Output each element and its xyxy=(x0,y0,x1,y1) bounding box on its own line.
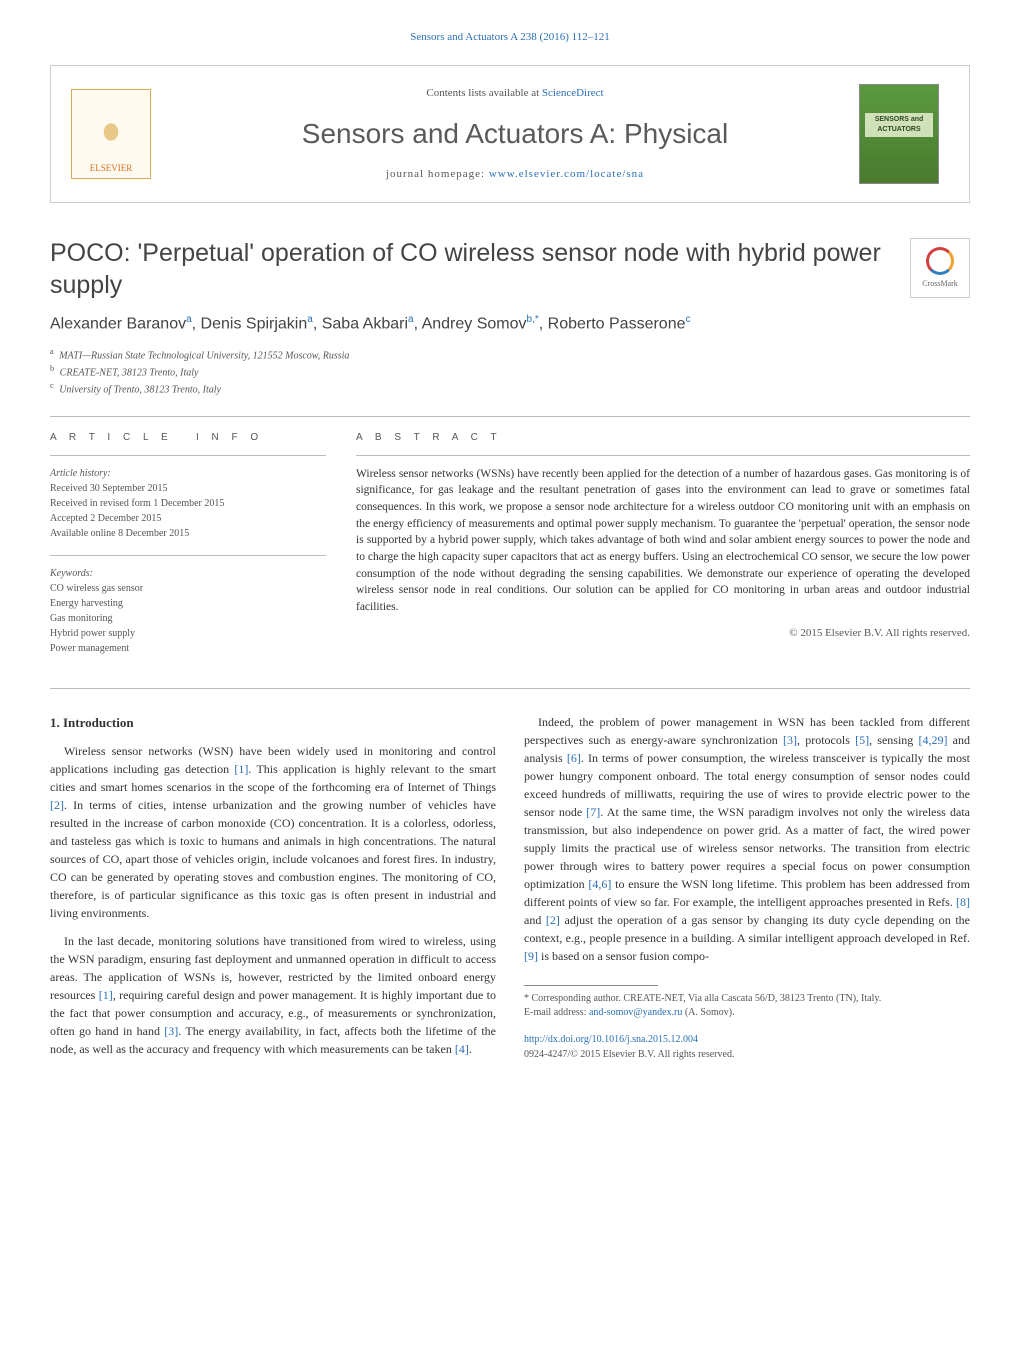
citation-link[interactable]: [4,29] xyxy=(918,733,947,747)
history-revised: Received in revised form 1 December 2015 xyxy=(50,496,326,511)
crossmark-label: CrossMark xyxy=(922,278,958,289)
citation-link[interactable]: [4,6] xyxy=(588,877,611,891)
publisher-logo-wrap: ELSEVIER xyxy=(71,89,171,179)
body-paragraph: In the last decade, monitoring solutions… xyxy=(50,932,496,1058)
keywords-rule xyxy=(50,555,326,556)
abstract-col: A B S T R A C T Wireless sensor networks… xyxy=(356,431,970,670)
article-info-heading: A R T I C L E I N F O xyxy=(50,431,326,445)
footnote-separator xyxy=(524,985,658,986)
author-list: Alexander Baranova, Denis Spirjakina, Sa… xyxy=(50,313,970,336)
contents-prefix: Contents lists available at xyxy=(426,87,541,99)
keyword-item: CO wireless gas sensor xyxy=(50,581,326,596)
citation-link[interactable]: [7] xyxy=(586,805,600,819)
cover-wrap xyxy=(859,84,949,184)
citation-link[interactable]: [5] xyxy=(855,733,869,747)
keywords-label: Keywords: xyxy=(50,566,326,581)
email-label: E-mail address: xyxy=(524,1007,589,1018)
keyword-item: Gas monitoring xyxy=(50,611,326,626)
email-footnote: E-mail address: and-somov@yandex.ru (A. … xyxy=(524,1006,970,1020)
body-columns: 1. Introduction Wireless sensor networks… xyxy=(50,713,970,1065)
section-heading: 1. Introduction xyxy=(50,713,496,733)
homepage-line: journal homepage: www.elsevier.com/locat… xyxy=(171,167,859,182)
keyword-item: Hybrid power supply xyxy=(50,626,326,641)
homepage-prefix: journal homepage: xyxy=(386,168,489,180)
history-received: Received 30 September 2015 xyxy=(50,481,326,496)
citation-link[interactable]: [1] xyxy=(234,762,248,776)
article-title: POCO: 'Perpetual' operation of CO wirele… xyxy=(50,238,890,301)
citation-link[interactable]: [2] xyxy=(546,913,560,927)
history-block: Article history: Received 30 September 2… xyxy=(50,466,326,541)
title-row: POCO: 'Perpetual' operation of CO wirele… xyxy=(50,238,970,301)
running-header: Sensors and Actuators A 238 (2016) 112–1… xyxy=(50,30,970,45)
email-link[interactable]: and-somov@yandex.ru xyxy=(589,1007,682,1018)
article-info-col: A R T I C L E I N F O Article history: R… xyxy=(50,431,326,670)
keywords-list: CO wireless gas sensorEnergy harvestingG… xyxy=(50,581,326,656)
abstract-text: Wireless sensor networks (WSNs) have rec… xyxy=(356,466,970,616)
citation-link[interactable]: [2] xyxy=(50,798,64,812)
email-attribution: (A. Somov). xyxy=(682,1007,734,1018)
crossmark-icon xyxy=(926,247,954,275)
masthead-center: Contents lists available at ScienceDirec… xyxy=(171,86,859,182)
issn-line: 0924-4247/© 2015 Elsevier B.V. All right… xyxy=(524,1049,734,1060)
body-paragraph: Indeed, the problem of power management … xyxy=(524,713,970,965)
journal-name: Sensors and Actuators A: Physical xyxy=(171,114,859,153)
affiliation: b CREATE-NET, 38123 Trento, Italy xyxy=(50,363,970,380)
citation-link[interactable]: [3] xyxy=(783,733,797,747)
keywords-block: Keywords: CO wireless gas sensorEnergy h… xyxy=(50,566,326,656)
citation-link[interactable]: [6] xyxy=(567,751,581,765)
corresponding-footnote: * Corresponding author. CREATE-NET, Via … xyxy=(524,992,970,1006)
doi-link[interactable]: http://dx.doi.org/10.1016/j.sna.2015.12.… xyxy=(524,1034,698,1045)
crossmark-badge[interactable]: CrossMark xyxy=(910,238,970,298)
citation-link[interactable]: [9] xyxy=(524,949,538,963)
publisher-name: ELSEVIER xyxy=(90,162,133,175)
contents-line: Contents lists available at ScienceDirec… xyxy=(171,86,859,101)
elsevier-tree-icon xyxy=(86,102,136,162)
footer-meta: http://dx.doi.org/10.1016/j.sna.2015.12.… xyxy=(524,1032,970,1062)
citation-link[interactable]: [4] xyxy=(455,1042,469,1056)
abstract-heading: A B S T R A C T xyxy=(356,431,970,445)
journal-cover-thumb xyxy=(859,84,939,184)
body-paragraph: Wireless sensor networks (WSN) have been… xyxy=(50,742,496,922)
affiliation: c University of Trento, 38123 Trento, It… xyxy=(50,380,970,397)
elsevier-logo: ELSEVIER xyxy=(71,89,151,179)
history-label: Article history: xyxy=(50,466,326,481)
sciencedirect-link[interactable]: ScienceDirect xyxy=(542,87,604,99)
affiliations: a MATI—Russian State Technological Unive… xyxy=(50,346,970,398)
citation-link[interactable]: [1] xyxy=(99,988,113,1002)
keyword-item: Power management xyxy=(50,641,326,656)
keyword-item: Energy harvesting xyxy=(50,596,326,611)
homepage-link[interactable]: www.elsevier.com/locate/sna xyxy=(489,168,644,180)
info-rule xyxy=(50,455,326,456)
copyright: © 2015 Elsevier B.V. All rights reserved… xyxy=(356,626,970,641)
citation-link[interactable]: [8] xyxy=(956,895,970,909)
rule-bottom xyxy=(50,688,970,689)
abstract-rule xyxy=(356,455,970,456)
section-number: 1. xyxy=(50,715,60,730)
history-online: Available online 8 December 2015 xyxy=(50,526,326,541)
section-title: Introduction xyxy=(63,715,134,730)
history-accepted: Accepted 2 December 2015 xyxy=(50,511,326,526)
journal-masthead: ELSEVIER Contents lists available at Sci… xyxy=(50,65,970,203)
affiliation: a MATI—Russian State Technological Unive… xyxy=(50,346,970,363)
citation-link[interactable]: [3] xyxy=(164,1024,178,1038)
info-abstract-row: A R T I C L E I N F O Article history: R… xyxy=(50,417,970,688)
